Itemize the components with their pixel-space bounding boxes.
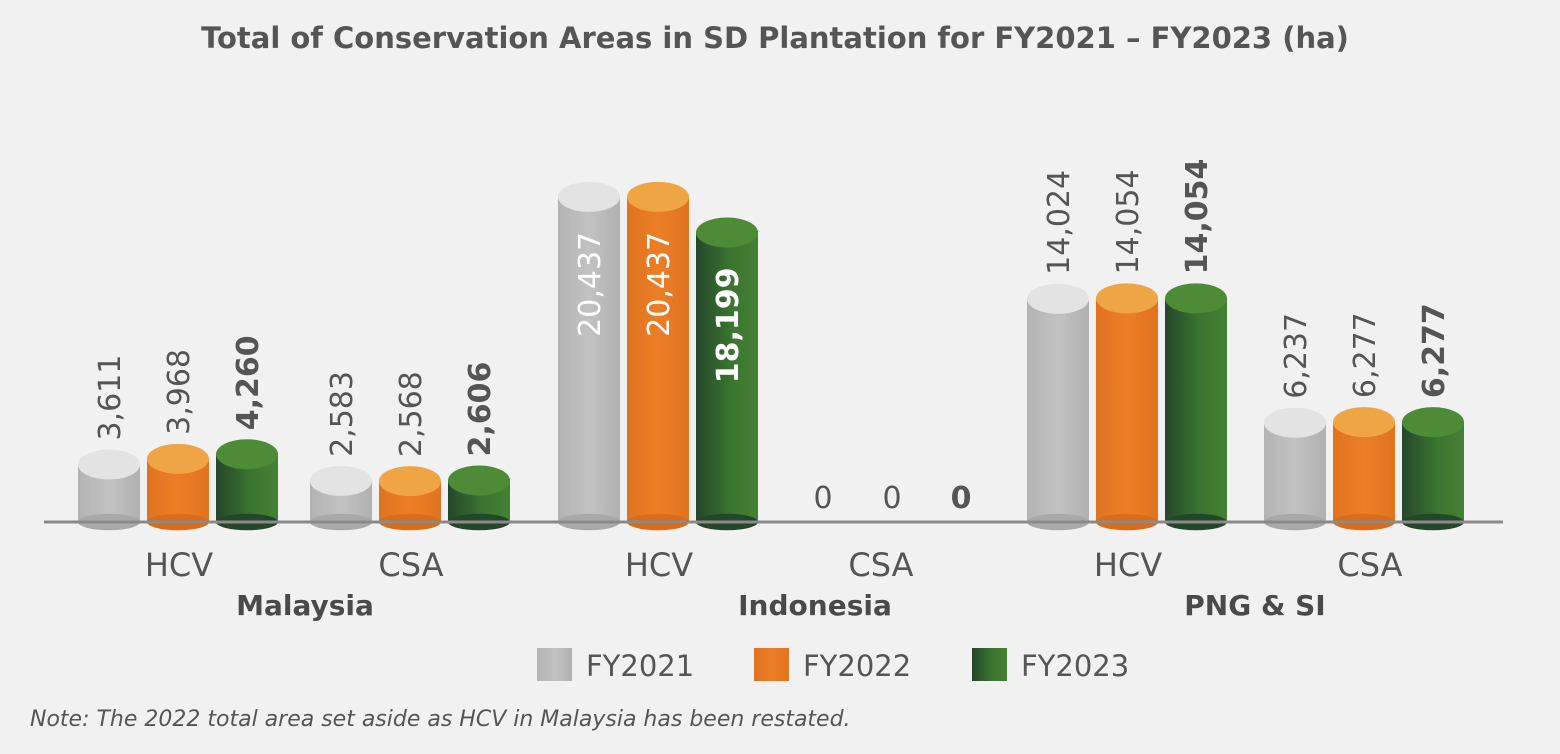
bar-png-si-hcv-fy2023-top bbox=[1165, 283, 1227, 314]
bar-png-si-hcv-fy2021 bbox=[1027, 283, 1089, 531]
region-labels: Malaysia Indonesia PNG & SI bbox=[236, 589, 1326, 622]
value-label-indonesia-csa-fy2021: 0 bbox=[813, 481, 832, 516]
category-label-png-si-csa: CSA bbox=[1337, 546, 1402, 584]
bar-png-si-csa-fy2023-body bbox=[1402, 422, 1464, 522]
value-label-malaysia-hcv-fy2023: 4,260 bbox=[231, 335, 266, 430]
value-label-indonesia-csa-fy2022: 0 bbox=[882, 481, 901, 516]
category-labels: HCV CSA HCV CSA HCV CSA bbox=[145, 546, 1403, 584]
bar-indonesia-hcv-fy2023 bbox=[696, 217, 758, 531]
bar-malaysia-csa-fy2021 bbox=[310, 465, 372, 531]
bar-png-si-hcv-fy2023-body bbox=[1165, 298, 1227, 522]
legend: FY2021 FY2022 FY2023 bbox=[537, 648, 1129, 683]
bar-png-si-hcv-fy2022-top bbox=[1096, 283, 1158, 314]
value-label-png-si-hcv-fy2021: 14,024 bbox=[1042, 170, 1077, 275]
bar-png-si-csa-fy2022-body bbox=[1333, 422, 1395, 522]
bar-indonesia-hcv-fy2022 bbox=[627, 181, 689, 531]
category-label-indonesia-csa: CSA bbox=[848, 546, 913, 584]
legend-label-fy2023: FY2023 bbox=[1021, 649, 1129, 683]
bar-indonesia-hcv-fy2023-top bbox=[696, 217, 758, 248]
bar-png-si-hcv-fy2021-body bbox=[1027, 298, 1089, 522]
bar-malaysia-hcv-fy2022 bbox=[147, 443, 209, 531]
bar-indonesia-hcv-fy2021-top bbox=[558, 181, 620, 212]
value-label-indonesia-hcv-fy2023: 18,199 bbox=[711, 267, 746, 383]
bar-malaysia-hcv-fy2023-top bbox=[216, 439, 278, 470]
value-label-png-si-csa-fy2023: 6,277 bbox=[1417, 303, 1452, 398]
bar-png-si-csa-fy2022-top bbox=[1333, 407, 1395, 438]
bar-png-si-csa-fy2022 bbox=[1333, 407, 1395, 531]
bar-malaysia-csa-fy2022-top bbox=[379, 466, 441, 497]
bar-png-si-hcv-fy2022 bbox=[1096, 283, 1158, 531]
chart-title: Total of Conservation Areas in SD Planta… bbox=[201, 21, 1349, 55]
bar-indonesia-hcv-fy2021 bbox=[558, 181, 620, 531]
value-label-indonesia-hcv-fy2022: 20,437 bbox=[642, 232, 677, 337]
value-label-malaysia-hcv-fy2022: 3,968 bbox=[162, 349, 197, 435]
value-label-png-si-csa-fy2021: 6,237 bbox=[1279, 313, 1314, 399]
value-label-indonesia-csa-fy2023: 0 bbox=[951, 481, 972, 516]
bar-indonesia-hcv-fy2022-body bbox=[627, 196, 689, 522]
region-label-png-si: PNG & SI bbox=[1184, 589, 1325, 622]
category-label-indonesia-hcv: HCV bbox=[625, 546, 693, 584]
bar-indonesia-hcv-fy2022-top bbox=[627, 181, 689, 212]
bar-png-si-hcv-fy2022-body bbox=[1096, 298, 1158, 522]
bar-png-si-csa-fy2021-top bbox=[1264, 407, 1326, 438]
bar-png-si-hcv-fy2023 bbox=[1165, 283, 1227, 531]
legend-swatch-fy2021 bbox=[537, 648, 572, 681]
bar-malaysia-hcv-fy2022-top bbox=[147, 443, 209, 474]
value-label-indonesia-hcv-fy2021: 20,437 bbox=[573, 232, 608, 337]
bar-malaysia-csa-fy2023 bbox=[448, 465, 510, 531]
legend-swatch-fy2023 bbox=[972, 648, 1007, 681]
legend-label-fy2022: FY2022 bbox=[803, 649, 911, 683]
bar-malaysia-hcv-fy2021-top bbox=[78, 449, 140, 480]
legend-item-fy2021: FY2021 bbox=[537, 648, 694, 683]
legend-item-fy2023: FY2023 bbox=[972, 648, 1129, 683]
bar-indonesia-hcv-fy2021-body bbox=[558, 196, 620, 522]
value-label-malaysia-csa-fy2021: 2,583 bbox=[325, 371, 360, 457]
bar-png-si-hcv-fy2021-top bbox=[1027, 283, 1089, 314]
value-label-malaysia-csa-fy2022: 2,568 bbox=[394, 371, 429, 457]
value-label-png-si-csa-fy2022: 6,277 bbox=[1348, 312, 1383, 398]
legend-label-fy2021: FY2021 bbox=[586, 649, 694, 683]
value-label-png-si-hcv-fy2023: 14,054 bbox=[1180, 159, 1215, 275]
bar-png-si-csa-fy2021-body bbox=[1264, 422, 1326, 522]
bar-malaysia-hcv-fy2023 bbox=[216, 439, 278, 531]
legend-swatch-fy2022 bbox=[754, 648, 789, 681]
value-label-png-si-hcv-fy2022: 14,054 bbox=[1111, 169, 1146, 274]
bar-malaysia-csa-fy2023-top bbox=[448, 465, 510, 496]
bar-png-si-csa-fy2023-top bbox=[1402, 407, 1464, 438]
bar-indonesia-hcv-fy2023-body bbox=[696, 232, 758, 522]
region-label-malaysia: Malaysia bbox=[236, 589, 374, 622]
bar-malaysia-csa-fy2021-top bbox=[310, 465, 372, 496]
footnote: Note: The 2022 total area set aside as H… bbox=[30, 707, 851, 732]
bar-png-si-csa-fy2023 bbox=[1402, 407, 1464, 531]
bar-png-si-csa-fy2021 bbox=[1264, 407, 1326, 531]
category-label-malaysia-csa: CSA bbox=[378, 546, 443, 584]
legend-item-fy2022: FY2022 bbox=[754, 648, 911, 683]
bar-malaysia-csa-fy2022 bbox=[379, 466, 441, 531]
value-label-malaysia-hcv-fy2021: 3,611 bbox=[93, 355, 128, 441]
bar-malaysia-hcv-fy2021 bbox=[78, 449, 140, 531]
bars-layer: 3,611 3,968 4,260 2,583 2,568 2,606 20,437 20,4… bbox=[78, 159, 1464, 531]
category-label-malaysia-hcv: HCV bbox=[145, 546, 213, 584]
category-label-png-si-hcv: HCV bbox=[1094, 546, 1162, 584]
region-label-indonesia: Indonesia bbox=[738, 589, 892, 622]
value-label-malaysia-csa-fy2023: 2,606 bbox=[463, 362, 498, 457]
